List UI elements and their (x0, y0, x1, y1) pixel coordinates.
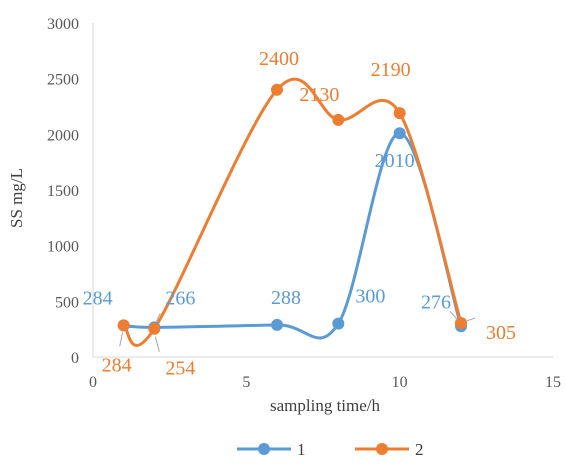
series-2-point (271, 83, 283, 96)
series-2-data-label: 305 (486, 322, 516, 344)
legend-label: 1 (297, 440, 306, 459)
axes (92, 23, 553, 358)
legend-marker (258, 443, 270, 455)
series-1-point (271, 318, 283, 331)
y-tick-label: 3000 (47, 16, 79, 33)
series-1-data-label: 300 (355, 286, 385, 308)
x-tick-label: 5 (242, 374, 250, 391)
y-tick-label: 500 (55, 294, 79, 311)
series-2-data-label: 2130 (299, 84, 339, 106)
series-2-point (393, 107, 406, 120)
legend-label: 2 (415, 440, 424, 459)
series-1-point (332, 317, 345, 330)
label-leader-line (465, 317, 476, 322)
series-1-data-label: 266 (165, 287, 195, 309)
label-leader-line (449, 310, 459, 321)
y-tick-label: 2500 (47, 72, 79, 89)
y-tick-labels: 0 500 1000 1500 2000 2500 3000 (47, 16, 79, 367)
x-tick-label: 15 (545, 374, 561, 391)
label-leader-line (154, 336, 160, 352)
series-2-data-label: 284 (102, 354, 132, 376)
label-leader-line (119, 332, 124, 347)
x-tick-label: 10 (392, 374, 408, 391)
y-tick-label: 0 (71, 350, 79, 367)
y-tick-label: 1500 (47, 183, 79, 200)
series-1-data-label: 288 (271, 287, 301, 309)
series-2-data-label: 2400 (259, 48, 299, 70)
legend-item-1: 1 (237, 440, 306, 459)
x-tick-label: 0 (89, 374, 97, 391)
series-2-data-label: 2190 (371, 59, 411, 81)
series-2-point (117, 319, 130, 332)
series-1-data-label: 276 (421, 291, 451, 313)
legend-item-2: 2 (355, 440, 424, 459)
y-tick-label: 1000 (47, 239, 79, 256)
y-axis-title: SS mg/L (7, 168, 26, 228)
series-2-point (332, 113, 345, 126)
series-1-data-label: 284 (83, 287, 113, 309)
legend-marker (376, 443, 388, 455)
x-axis-title: sampling time/h (270, 396, 381, 415)
series-1-point (393, 127, 406, 140)
y-tick-label: 2000 (47, 127, 79, 144)
series-2-point (148, 322, 161, 335)
series-1-data-label: 2010 (375, 150, 415, 172)
x-tick-labels: 0 5 10 15 (89, 374, 561, 391)
label-leader-line (155, 313, 161, 322)
series-2-data-label: 254 (165, 358, 195, 380)
